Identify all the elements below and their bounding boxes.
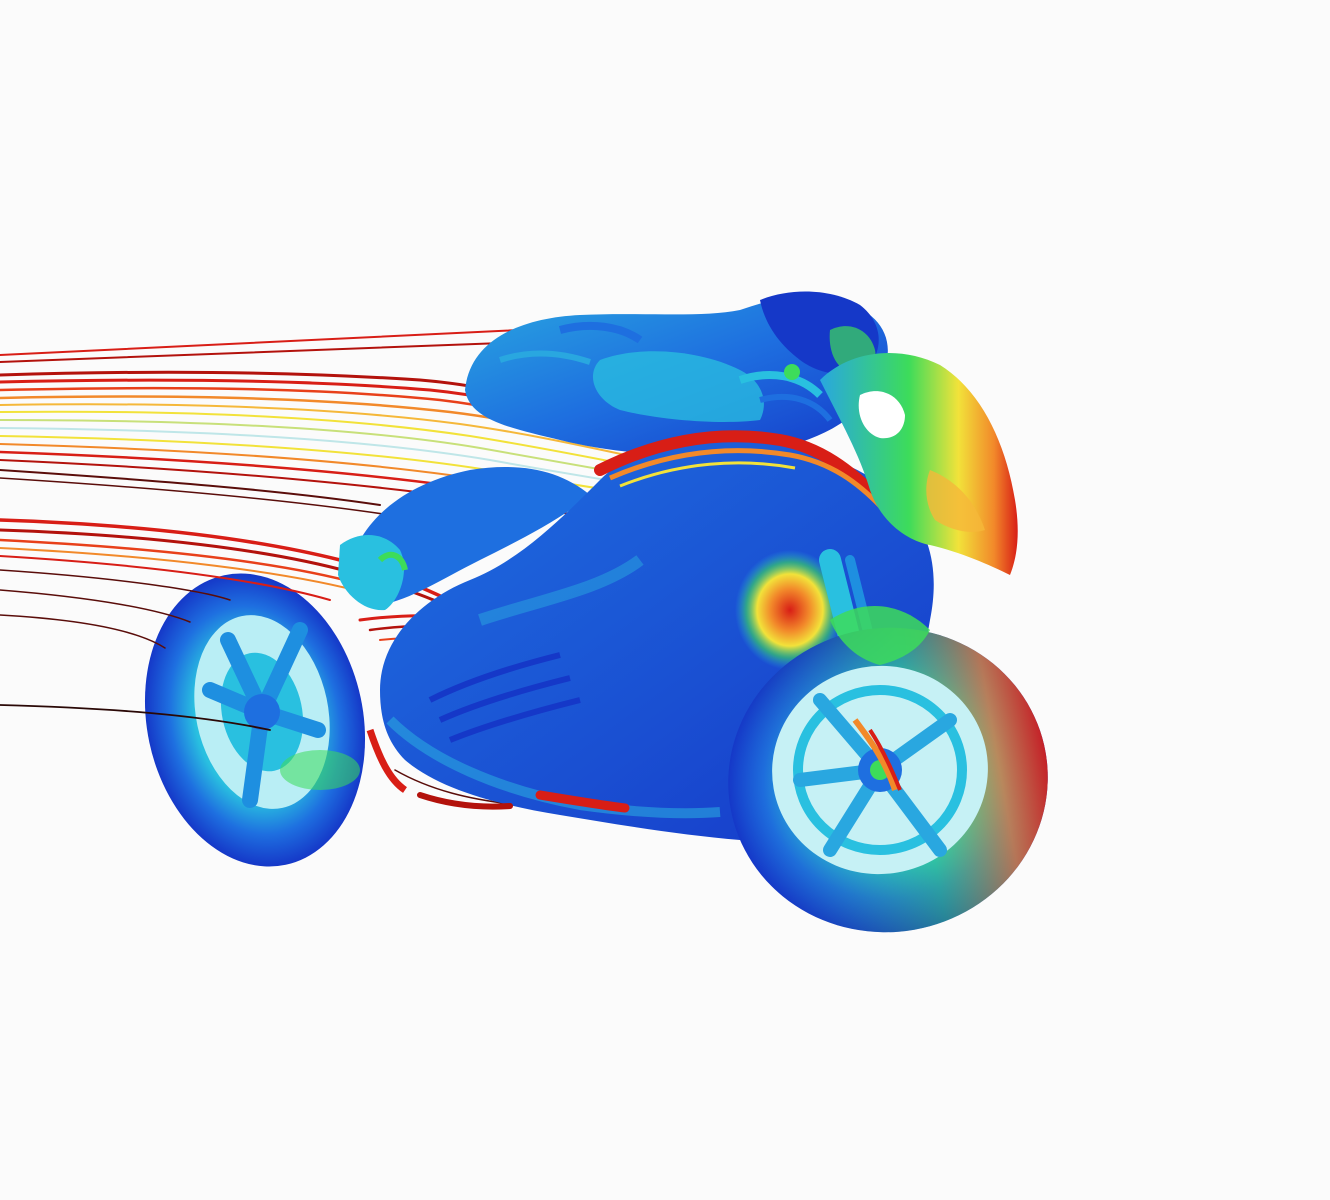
front-fairing-nose xyxy=(820,353,1018,575)
cockpit xyxy=(738,364,833,422)
front-mudguard xyxy=(830,606,930,665)
rear-wheel xyxy=(144,573,366,867)
pressure-hotspot xyxy=(735,550,845,670)
front-wheel xyxy=(728,627,1048,933)
rider xyxy=(338,291,888,611)
